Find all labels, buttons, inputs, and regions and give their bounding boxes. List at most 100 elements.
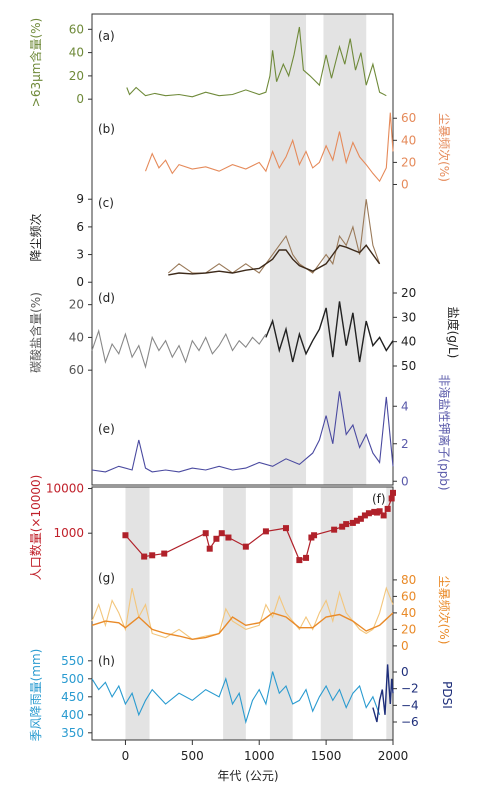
data-point [262, 528, 269, 535]
data-point [282, 525, 289, 532]
data-point [339, 523, 346, 530]
data-point [388, 495, 395, 502]
shade-band-upper-0 [269, 14, 307, 485]
data-point [296, 557, 303, 564]
tick-label: 0 [401, 177, 409, 191]
panel-c: (c) 0 3 6 9 降尘频次 [29, 192, 381, 289]
data-point [218, 530, 225, 537]
data-point [376, 508, 383, 515]
ylabel: 碳酸盐含量(%) [28, 292, 43, 373]
tick-label: 400 [61, 708, 84, 722]
series-line [91, 671, 381, 725]
tick-label: 3 [76, 248, 84, 262]
series-line [91, 612, 394, 641]
tick-label: 60 [401, 589, 416, 603]
panel-label: (a) [98, 29, 115, 43]
tick-label: 60 [69, 363, 84, 377]
panel-e: (e) 0 2 4 非海盐性钾离子(ppb) [91, 374, 452, 491]
tick-label: 0 [401, 639, 409, 653]
data-point [149, 552, 156, 559]
data-point [343, 521, 350, 528]
data-point [365, 510, 372, 517]
tick-label-right: −2 [401, 682, 419, 696]
series-line [168, 244, 381, 276]
tick-label: 60 [69, 22, 84, 36]
series-line [265, 301, 394, 363]
tick-label: 10000 [46, 482, 84, 496]
data-point [161, 550, 168, 557]
tick-label: 0 [76, 275, 84, 289]
panel-b: (b) 0 20 40 60 尘暴频次(%) [98, 111, 451, 191]
shade-band-lower-4 [386, 487, 393, 740]
data-point [213, 535, 220, 542]
tick-label: 60 [401, 111, 416, 125]
series-line [372, 664, 394, 723]
ylabel: 降尘频次 [29, 213, 43, 261]
data-point [384, 505, 391, 512]
tick-label: 40 [401, 133, 416, 147]
panel-label: (c) [98, 196, 114, 210]
panel-d: (d) 20 40 60 20 30 40 50 盐度(g/L) 碳酸盐含量(%) [28, 286, 461, 377]
tick-label: 1000 [53, 526, 84, 540]
tick-label: 2 [401, 437, 409, 451]
ylabel: 尘暴频次(%) [437, 113, 451, 182]
tick-label-right: 40 [401, 335, 416, 349]
tick-label: 450 [61, 690, 84, 704]
ylabel-right: 盐度(g/L) [446, 307, 461, 359]
tick-label: 40 [69, 330, 84, 344]
data-point [390, 489, 396, 496]
tick-label: 550 [61, 654, 84, 668]
data-point [349, 519, 356, 526]
x-tick-label: 2000 [378, 749, 409, 763]
panel-g: (g) 0 20 40 60 80 尘暴频次(%) [91, 571, 451, 653]
data-point [357, 515, 364, 522]
ylabel: 季风降雨量(mm) [29, 649, 43, 742]
x-axis: 0 500 1000 1500 2000 [122, 740, 409, 763]
tick-label-right: 30 [401, 310, 416, 324]
shade-band-lower-1 [223, 487, 246, 740]
data-point [311, 532, 318, 539]
tick-label: 40 [401, 606, 416, 620]
series-line [144, 112, 394, 183]
data-point [141, 553, 148, 560]
panel-label: (e) [98, 422, 115, 436]
tick-label: 40 [69, 46, 84, 60]
tick-label: 20 [69, 69, 84, 83]
tick-label-right: 20 [401, 286, 416, 300]
data-point [242, 543, 249, 550]
series-line [91, 586, 394, 640]
x-tick-label: 500 [181, 749, 204, 763]
tick-label-right: 50 [401, 359, 416, 373]
panel-label: (d) [98, 291, 115, 305]
data-point [331, 526, 338, 533]
tick-label-right: −6 [401, 715, 419, 729]
tick-label: 500 [61, 672, 84, 686]
series-line [91, 328, 267, 370]
tick-label-right: −4 [401, 698, 419, 712]
ylabel: 人口数量(×10000) [28, 475, 43, 581]
panel-h: (h) 350 400 450 500 550 0 −2 −4 −6 PDSI 季风降雨量(mm) [29, 649, 454, 742]
x-axis-label: 年代 (公元) [217, 769, 278, 783]
data-point [225, 534, 232, 541]
tick-label: 9 [76, 192, 84, 206]
tick-label: 6 [76, 220, 84, 234]
shade-band-lower-2 [269, 487, 293, 740]
tick-label: 4 [401, 399, 409, 413]
tick-label: 0 [76, 92, 84, 106]
tick-label: 350 [61, 726, 84, 740]
panel-a: (a) 0 20 40 60 >63μm含量(%) [28, 18, 387, 107]
tick-label: 20 [401, 622, 416, 636]
tick-label: 80 [401, 573, 416, 587]
data-point [122, 532, 129, 539]
series-line [126, 26, 387, 98]
ylabel: >63μm含量(%) [28, 18, 43, 107]
data-point [361, 512, 368, 519]
panel-label: (b) [98, 122, 115, 136]
series-line [91, 391, 394, 473]
data-point [380, 512, 387, 519]
panel-label: (f) [372, 492, 386, 506]
series-line [167, 199, 381, 274]
